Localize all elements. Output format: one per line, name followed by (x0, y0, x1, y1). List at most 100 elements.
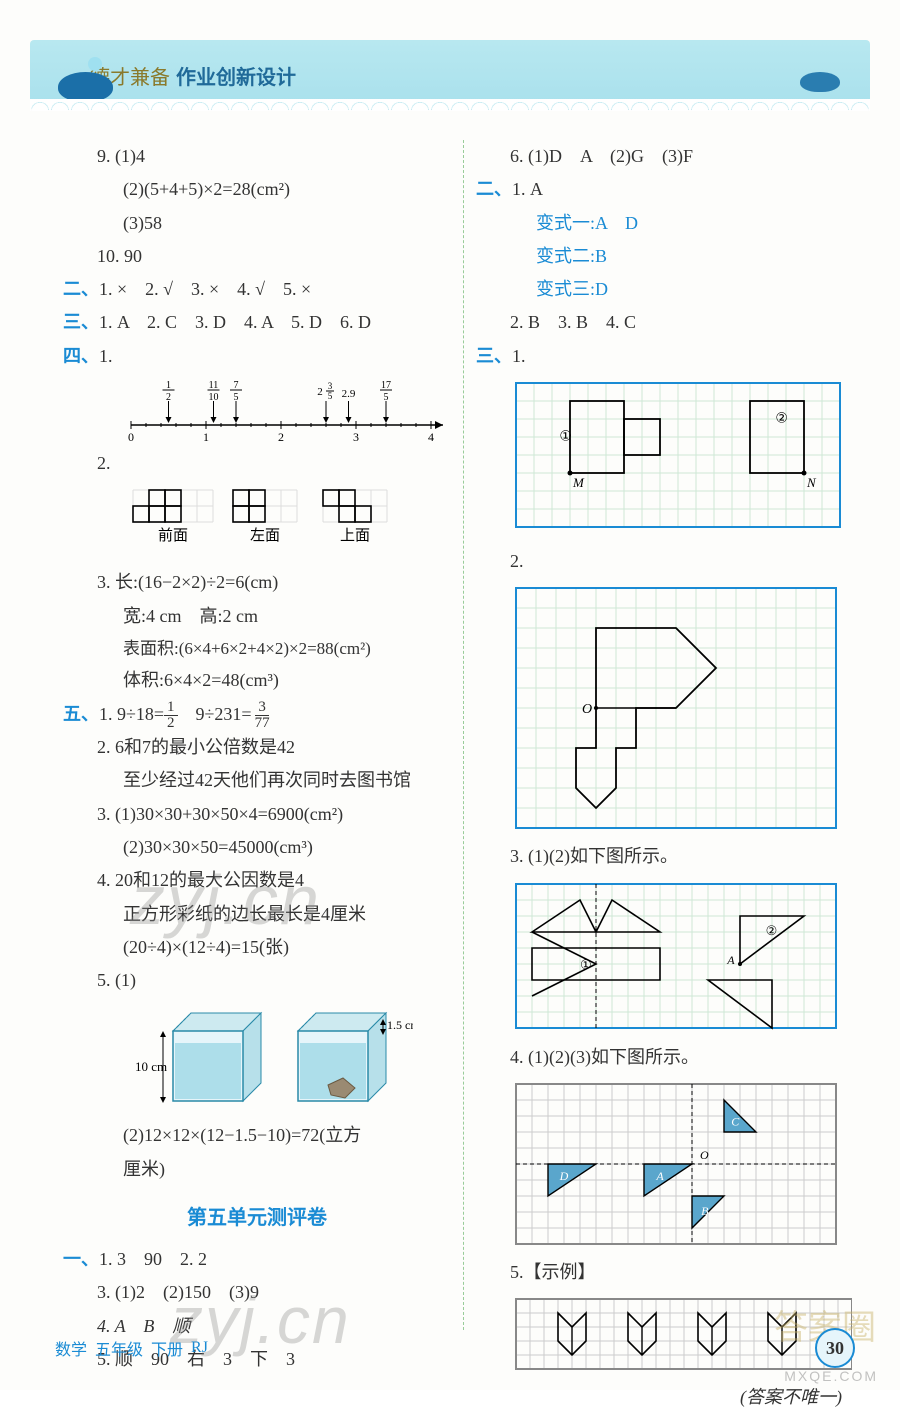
svg-text:A: A (655, 1169, 664, 1183)
svg-text:2: 2 (166, 392, 171, 403)
mxq-watermark: MXQE.COM (784, 1368, 878, 1384)
cubes-figure: 10 cm1.5 cm (133, 1003, 451, 1113)
svg-text:上面: 上面 (340, 527, 370, 544)
svg-text:①: ① (559, 430, 572, 445)
footer-term: 下册 (151, 1336, 183, 1360)
svg-text:5: 5 (328, 391, 333, 401)
numberline-figure: 01234121110752352.9175 (121, 379, 451, 441)
r3-1: 1. (512, 346, 526, 366)
svg-text:前面: 前面 (158, 527, 188, 544)
q9-3: (3)58 (63, 207, 451, 240)
svg-text:O: O (582, 702, 592, 717)
b1-3: 3. (1)2 (2)150 (3)9 (63, 1276, 451, 1309)
svg-text:3: 3 (353, 430, 359, 441)
right-column: 6. (1)D A (2)G (3)F 二、1. A 变式一:A D 变式二:B… (468, 140, 860, 1330)
sec-num-5: 五、 (63, 704, 99, 724)
r-sec-num-3: 三、 (476, 346, 512, 366)
r3-5h: 5.【示例】 (476, 1256, 852, 1289)
svg-text:O: O (700, 1148, 709, 1162)
svg-text:②: ② (775, 412, 788, 427)
svg-text:5: 5 (384, 392, 389, 403)
svg-text:1: 1 (203, 430, 209, 441)
q4-1-label: 1. (99, 346, 113, 366)
b-section-1: 一、1. 3 90 2. 2 (63, 1243, 451, 1276)
svg-text:3: 3 (328, 381, 333, 391)
svg-text:N: N (806, 475, 817, 490)
svg-text:0: 0 (128, 430, 134, 441)
r6: 6. (1)D A (2)G (3)F (476, 140, 852, 173)
q4-3c: 表面积:(6×4+6×2+4×2)×2=88(cm²) (63, 633, 451, 664)
svg-text:10: 10 (209, 392, 219, 403)
svg-text:5: 5 (234, 392, 239, 403)
grid3-figure: ①②A (512, 880, 852, 1035)
svg-text:7: 7 (234, 380, 239, 391)
r2-1: 1. A (512, 179, 543, 199)
svg-text:M: M (572, 475, 585, 490)
grid1-figure: ① ② M N (512, 379, 852, 539)
unit-title: 第五单元测评卷 (63, 1200, 451, 1237)
svg-text:2: 2 (278, 430, 284, 441)
r2-234: 2. B 3. B 4. C (476, 306, 852, 339)
header-title-b: 作业创新设计 (176, 61, 296, 90)
sec-num-4: 四、 (63, 346, 99, 366)
svg-text:左面: 左面 (250, 527, 280, 544)
section-3: 三、1. A 2. C 3. D 4. A 5. D 6. D (63, 306, 451, 339)
svg-text:17: 17 (381, 380, 391, 391)
b-sec-num-1: 一、 (63, 1249, 99, 1269)
svg-text:D: D (559, 1169, 569, 1183)
q5-1a: 1. 9÷18= (99, 704, 164, 724)
header-wave (30, 99, 870, 111)
r3-5-note: (答案不唯一) (476, 1381, 852, 1414)
page-footer: 数学 五年级 下册 RJ 30 (55, 1328, 855, 1368)
q4-3a: 3. 长:(16−2×2)÷2=6(cm) (63, 566, 451, 599)
svg-text:11: 11 (209, 380, 219, 391)
svg-text:2: 2 (317, 386, 323, 398)
r3-3: 3. (1)(2)如下图所示。 (476, 840, 852, 873)
grid2-figure: O (512, 584, 852, 834)
footer-grade: 五年级 (95, 1336, 143, 1360)
svg-text:2.9: 2.9 (342, 388, 356, 400)
footer-subject: 数学 (55, 1336, 87, 1360)
section-4-1: 四、1. (63, 340, 451, 373)
section-2: 二、1. × 2. √ 3. × 4. √ 5. × (63, 273, 451, 306)
section-5-1: 五、1. 9÷18=12 9÷231=377 (63, 698, 451, 731)
q4-3b: 宽:4 cm 高:2 cm (63, 600, 451, 633)
svg-text:C: C (731, 1115, 740, 1129)
b1-1: 1. 3 90 2. 2 (99, 1249, 207, 1269)
views-figure: 前面 左面 上面 (123, 486, 451, 560)
svg-text:①: ① (580, 956, 592, 971)
r3-2: 2. (476, 545, 852, 578)
q5-2a: 2. 6和7的最小公倍数是42 (63, 731, 451, 764)
q5-1b: 9÷231= (178, 704, 252, 724)
svg-text:4: 4 (428, 430, 434, 441)
q5-5b: (2)12×12×(12−1.5−10)=72(立方 (63, 1119, 451, 1152)
frac-3-77: 377 (252, 700, 273, 731)
q5-4a: 4. 20和12的最大公因数是4 (63, 864, 451, 897)
q5-5-label: 5. (1) (63, 964, 451, 997)
svg-text:1: 1 (166, 380, 171, 391)
r-section-3: 三、1. (476, 340, 852, 373)
q5-3b: (2)30×30×50=45000(cm³) (63, 831, 451, 864)
q4-3d: 体积:6×4×2=48(cm³) (63, 664, 451, 697)
page-number: 30 (815, 1328, 855, 1368)
r2-v3: 变式三:D (476, 273, 852, 306)
q9-2: (2)(5+4+5)×2=28(cm²) (63, 173, 451, 206)
whale-tail-icon (800, 72, 850, 100)
q4-2-label: 2. (63, 447, 451, 480)
r2-v2: 变式二:B (476, 240, 852, 273)
q5-2b: 至少经过42天他们再次同时去图书馆 (63, 764, 451, 797)
r-sec-num-2: 二、 (476, 179, 512, 199)
q5-4c: (20÷4)×(12÷4)=15(张) (63, 931, 451, 964)
sec-2-body: 1. × 2. √ 3. × 4. √ 5. × (99, 279, 311, 299)
footer-series: RJ (191, 1339, 208, 1357)
r3-4: 4. (1)(2)(3)如下图所示。 (476, 1041, 852, 1074)
svg-text:A: A (726, 953, 735, 967)
grid4-figure: ABCDO (512, 1080, 852, 1250)
content-area: 9. (1)4 (2)(5+4+5)×2=28(cm²) (3)58 10. 9… (55, 140, 855, 1330)
sec-num-3: 三、 (63, 312, 99, 332)
r-section-2: 二、1. A (476, 173, 852, 206)
frac-1-2: 12 (164, 700, 178, 731)
sec-num-2: 二、 (63, 279, 99, 299)
q9-1: 9. (1)4 (63, 140, 451, 173)
sec-3-body: 1. A 2. C 3. D 4. A 5. D 6. D (99, 312, 371, 332)
